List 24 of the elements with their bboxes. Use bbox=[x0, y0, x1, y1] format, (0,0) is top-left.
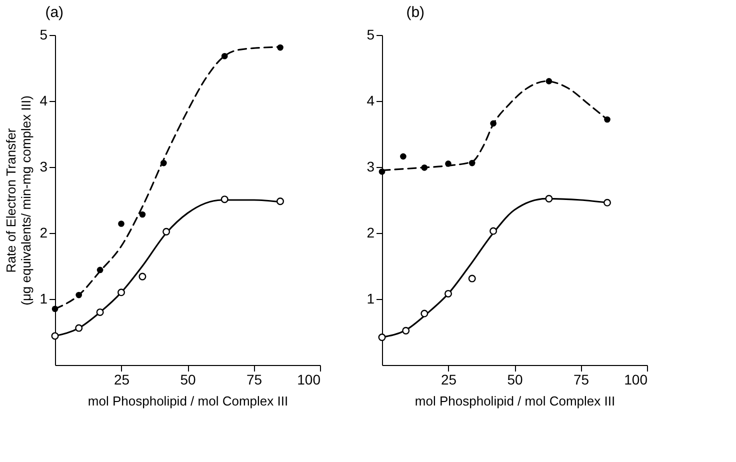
text: Rate of Electron Transfer bbox=[4, 128, 19, 273]
x-tick-label: 50 bbox=[507, 372, 523, 388]
y-tick-label: 5 bbox=[40, 26, 48, 42]
y-tick-label: 4 bbox=[366, 92, 375, 108]
x-tick-label: 25 bbox=[440, 372, 457, 388]
x-axis-title: mol Phospholipid / mol Complex III bbox=[88, 394, 288, 408]
y-tick-label: 3 bbox=[40, 158, 48, 174]
x-tick-label: 100 bbox=[624, 372, 648, 388]
x-tick-label: 50 bbox=[180, 372, 196, 388]
y-tick-label: 4 bbox=[40, 92, 48, 108]
y-tick-label: 2 bbox=[40, 224, 48, 240]
y-tick-label: 5 bbox=[366, 26, 375, 42]
y-tick-label: 1 bbox=[366, 290, 375, 306]
x-tick-label: 25 bbox=[114, 372, 130, 388]
y-tick-label: 3 bbox=[366, 158, 375, 174]
x-axis-title: mol Phospholipid / mol Complex III bbox=[414, 394, 616, 408]
text: (μg equivalents/ min-mg complex III) bbox=[18, 96, 34, 306]
chart-title: (b) bbox=[406, 4, 425, 21]
y-tick-label: 1 bbox=[40, 290, 48, 306]
chart-title: (a) bbox=[45, 4, 64, 21]
x-tick-label: 75 bbox=[573, 372, 590, 388]
x-tick-label: 75 bbox=[246, 372, 262, 388]
y-tick-label: 2 bbox=[366, 224, 375, 240]
x-tick-label: 100 bbox=[297, 372, 321, 388]
